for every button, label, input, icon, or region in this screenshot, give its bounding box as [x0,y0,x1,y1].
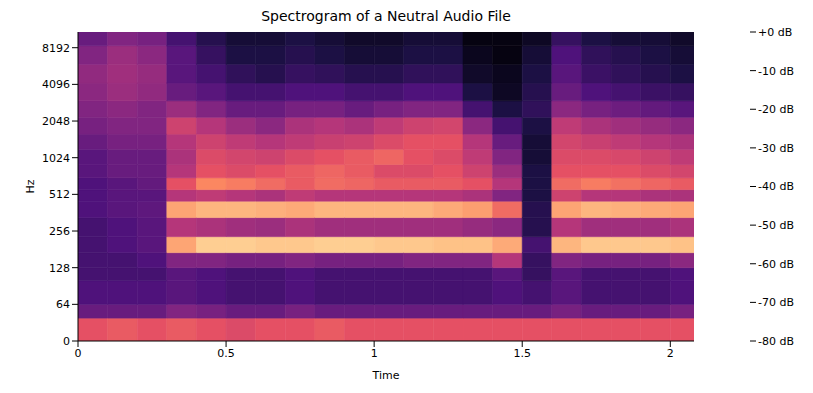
svg-text:-70 dB: -70 dB [758,296,794,309]
svg-text:2048: 2048 [42,115,70,128]
svg-text:1: 1 [371,347,378,360]
svg-text:2: 2 [667,347,674,360]
svg-text:1024: 1024 [42,152,70,165]
svg-text:Hz: Hz [24,179,37,193]
svg-text:-60 dB: -60 dB [758,258,794,271]
svg-text:8192: 8192 [42,42,70,55]
svg-text:-20 dB: -20 dB [758,103,794,116]
svg-text:Time: Time [372,369,400,382]
svg-text:-30 dB: -30 dB [758,142,794,155]
svg-text:256: 256 [49,225,70,238]
svg-text:-80 dB: -80 dB [758,335,794,348]
html-text:Spectrogram of a Neutral Audio: Spectrogram of a Neutral Audio File [261,8,511,24]
svg-text:64: 64 [56,298,70,311]
svg-text:0: 0 [63,335,70,348]
svg-text:+0 dB: +0 dB [758,26,792,39]
svg-text:0.5: 0.5 [217,347,235,360]
svg-text:512: 512 [49,188,70,201]
svg-text:1.5: 1.5 [513,347,531,360]
svg-text:-40 dB: -40 dB [758,180,794,193]
svg-text:128: 128 [49,262,70,275]
svg-text:0: 0 [75,347,82,360]
svg-text:4096: 4096 [42,78,70,91]
svg-text:-50 dB: -50 dB [758,219,794,232]
svg-text:-10 dB: -10 dB [758,65,794,78]
